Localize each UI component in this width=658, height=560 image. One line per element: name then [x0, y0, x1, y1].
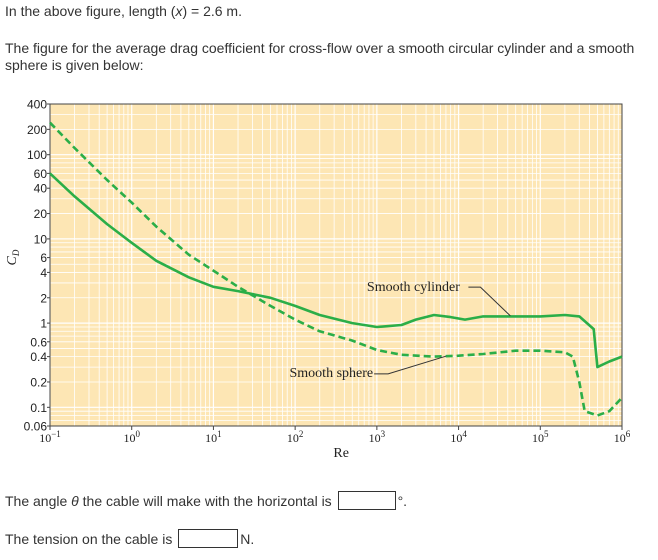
tension-unit: N. — [240, 531, 255, 547]
angle-unit: °. — [397, 493, 408, 509]
x-tick-base: 10 — [39, 431, 51, 445]
series-line-smooth-sphere — [49, 121, 623, 417]
length-prefix: In the above figure, length ( — [5, 3, 176, 19]
y-tick-label: 0.06 — [24, 420, 48, 434]
x-tick-label: 104 — [450, 429, 467, 445]
y-tick-label: 0.4 — [30, 350, 47, 364]
x-axis-label: Re — [333, 446, 349, 461]
y-tick-label: 20 — [34, 207, 48, 221]
angle-symbol: θ — [71, 493, 79, 509]
x-tick-base: 10 — [614, 431, 626, 445]
smooth-sphere-leader-line — [374, 355, 447, 375]
figure-intro: The figure for the average drag coeffici… — [5, 40, 635, 73]
smooth-cylinder-label: Smooth cylinder — [367, 280, 460, 295]
y-tick-label: 400 — [27, 98, 47, 112]
x-tick-exponent: −1 — [51, 429, 61, 439]
y-tick-label: 0.2 — [30, 375, 47, 389]
plot-area — [50, 104, 622, 426]
y-tick-label: 10 — [34, 232, 48, 246]
x-tick-label: 10−1 — [39, 429, 61, 445]
length-suffix: ) = 2.6 m. — [182, 3, 242, 19]
angle-prefix: The angle — [5, 493, 72, 509]
y-tick-label: 0.1 — [30, 401, 47, 415]
x-tick-base: 10 — [287, 431, 299, 445]
tension-label: The tension on the cable is — [5, 531, 173, 547]
angle-suffix: the cable will make with the horizontal … — [78, 493, 332, 509]
x-tick-exponent: 5 — [544, 429, 549, 439]
length-statement: In the above figure, length (x) = 2.6 m. — [5, 3, 242, 20]
y-tick-label: 6 — [40, 251, 47, 265]
y-axis-label: CD — [5, 249, 21, 265]
x-tick-exponent: 1 — [217, 429, 222, 439]
x-tick-exponent: 3 — [381, 429, 386, 439]
angle-question: The angle θ the cable will make with the… — [5, 491, 407, 510]
x-tick-base: 10 — [123, 431, 135, 445]
y-tick-label: 4 — [40, 266, 47, 280]
series-line-smooth-cylinder — [49, 172, 623, 369]
y-tick-label: 0.6 — [30, 335, 47, 349]
tension-answer-input[interactable] — [178, 529, 239, 548]
x-tick-label: 102 — [287, 429, 304, 445]
angle-answer-input[interactable] — [337, 491, 396, 510]
y-tick-label: 100 — [27, 148, 47, 162]
y-axis-label-main: C — [5, 256, 20, 266]
x-tick-exponent: 2 — [299, 429, 304, 439]
x-tick-base: 10 — [205, 431, 217, 445]
x-tick-label: 103 — [369, 429, 386, 445]
y-tick-label: 1 — [40, 317, 47, 331]
y-tick-label: 2 — [40, 291, 47, 305]
x-tick-exponent: 6 — [626, 429, 631, 439]
length-variable: x — [175, 3, 183, 19]
smooth-sphere-label: Smooth sphere — [290, 366, 374, 381]
x-tick-label: 106 — [614, 429, 631, 445]
x-tick-exponent: 4 — [462, 429, 467, 439]
x-tick-base: 10 — [532, 431, 544, 445]
y-tick-label: 200 — [27, 123, 47, 137]
x-tick-label: 100 — [123, 429, 140, 445]
x-tick-label: 105 — [532, 429, 549, 445]
x-tick-exponent: 0 — [135, 429, 140, 439]
tension-question: The tension on the cable is N. — [5, 529, 254, 548]
y-axis-label-subscript: D — [11, 249, 21, 257]
x-tick-label: 101 — [205, 429, 222, 445]
x-tick-base: 10 — [369, 431, 381, 445]
plot-frame — [49, 103, 623, 427]
drag-coefficient-chart: 10−1 100 101 102 103 104 105 106 40020010060402… — [5, 98, 631, 462]
y-tick-label: 60 — [34, 167, 48, 181]
smooth-cylinder-leader-line — [468, 286, 511, 317]
y-tick-label: 40 — [34, 182, 48, 196]
x-tick-base: 10 — [450, 431, 462, 445]
